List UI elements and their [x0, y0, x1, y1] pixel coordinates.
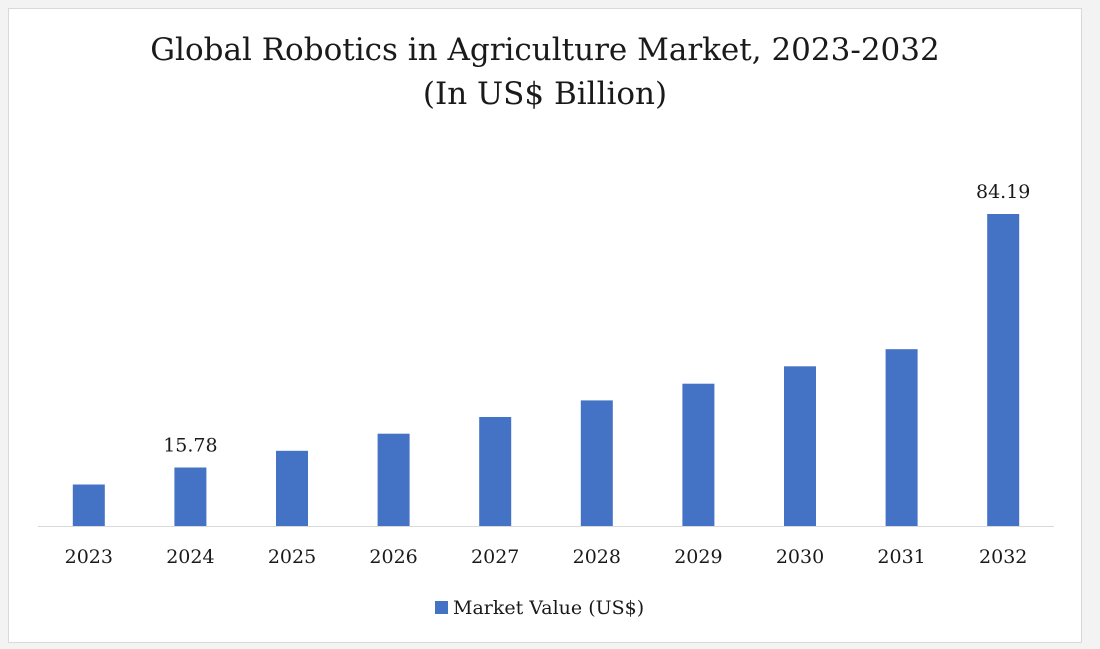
- bar-2025: [276, 450, 308, 526]
- x-tick-label-2028: 2028: [573, 546, 621, 568]
- chart-subtitle: (In US$ Billion): [423, 76, 667, 112]
- legend-label: Market Value (US$): [453, 597, 644, 619]
- chart-title: Global Robotics in Agriculture Market, 2…: [150, 32, 939, 68]
- bar-2030: [784, 366, 816, 526]
- bar-2027: [479, 417, 512, 526]
- bar-2029: [682, 383, 715, 526]
- x-tick-label-2024: 2024: [166, 546, 214, 568]
- bar-2023: [72, 484, 105, 526]
- x-tick-label-2029: 2029: [674, 546, 722, 568]
- data-labels: 15.78 84.19: [163, 181, 1030, 457]
- x-tick-label-2026: 2026: [369, 546, 417, 568]
- x-tick-labels: 2023 2024 2025 2026 2027 2028 2029 2030 2031 2032: [65, 546, 1028, 568]
- x-tick-label-2031: 2031: [877, 546, 925, 568]
- bar-2026: [377, 433, 410, 526]
- x-tick-label-2030: 2030: [776, 546, 824, 568]
- legend: Market Value (US$): [435, 597, 644, 619]
- data-label-2024: 15.78: [163, 435, 217, 457]
- data-label-2032: 84.19: [976, 181, 1030, 203]
- bar-2031: [885, 349, 918, 526]
- legend-swatch: [435, 601, 448, 614]
- bar-2028: [580, 400, 613, 526]
- x-tick-label-2023: 2023: [65, 546, 113, 568]
- bar-2032: [987, 214, 1020, 526]
- bar-2024: [174, 467, 207, 526]
- bars-group: [72, 214, 1020, 526]
- x-tick-label-2027: 2027: [471, 546, 519, 568]
- x-tick-label-2032: 2032: [979, 546, 1027, 568]
- x-tick-label-2025: 2025: [268, 546, 316, 568]
- chart-frame: [8, 8, 1082, 643]
